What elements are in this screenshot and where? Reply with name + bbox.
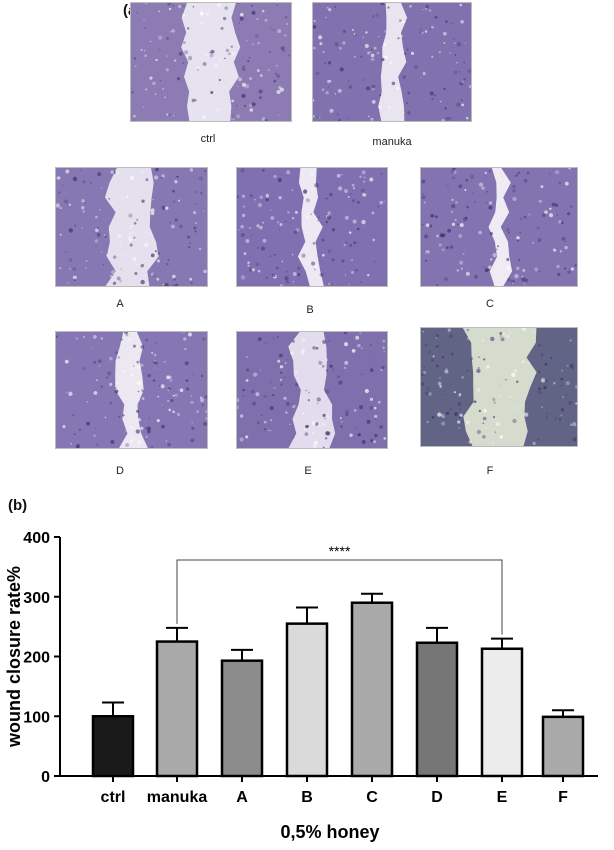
significance-bracket (176, 559, 503, 635)
bar-b (285, 622, 329, 778)
micrograph-d (55, 331, 208, 449)
panel-b-label: (b) (8, 497, 28, 514)
significance-label: **** (329, 543, 351, 559)
bar-e (480, 647, 524, 778)
micrograph-caption-b: B (306, 304, 314, 316)
micrograph-b (236, 167, 388, 287)
micrograph-a (55, 167, 208, 287)
x-tick-label: manuka (147, 789, 208, 806)
micrograph-f (420, 327, 578, 447)
y-tick-label: 400 (23, 530, 50, 547)
micrograph-c (420, 167, 578, 287)
bar-c (350, 601, 394, 778)
micrograph-caption-c: C (486, 298, 494, 310)
bar-chart: 0 100 200 300 400 ctrl manuka A B C D E F **** wound c… (4, 530, 598, 842)
bar-manuka (155, 640, 199, 778)
bar-f (541, 715, 585, 778)
bar-a (220, 659, 264, 778)
micrograph-caption-ctrl: ctrl (200, 133, 216, 145)
micrograph-caption-d: D (116, 465, 124, 477)
x-tick-label: A (236, 789, 248, 806)
x-tick-label: ctrl (101, 789, 126, 806)
bar-ctrl (91, 715, 135, 778)
micrograph-ctrl (130, 2, 292, 122)
x-tick-label: F (558, 789, 568, 806)
micrograph-manuka (312, 2, 472, 122)
micrograph-e (236, 331, 388, 449)
y-tick-label: 0 (41, 769, 50, 786)
x-axis-label: 0,5% honey (280, 822, 379, 842)
y-tick-label: 100 (23, 709, 50, 726)
micrograph-caption-a: A (116, 298, 124, 310)
y-tick-label: 200 (23, 650, 50, 667)
micrograph-caption-e: E (304, 465, 312, 477)
micrograph-caption-f: F (486, 465, 494, 477)
x-tick-label: E (497, 789, 508, 806)
micrograph-caption-manuka: manuka (372, 136, 412, 148)
x-tick-label: B (301, 789, 313, 806)
x-tick-label: C (366, 789, 378, 806)
bar-d (415, 641, 459, 778)
y-axis-label: wound closure rate% (4, 566, 24, 748)
y-tick-label: 300 (23, 590, 50, 607)
x-tick-label: D (431, 789, 443, 806)
